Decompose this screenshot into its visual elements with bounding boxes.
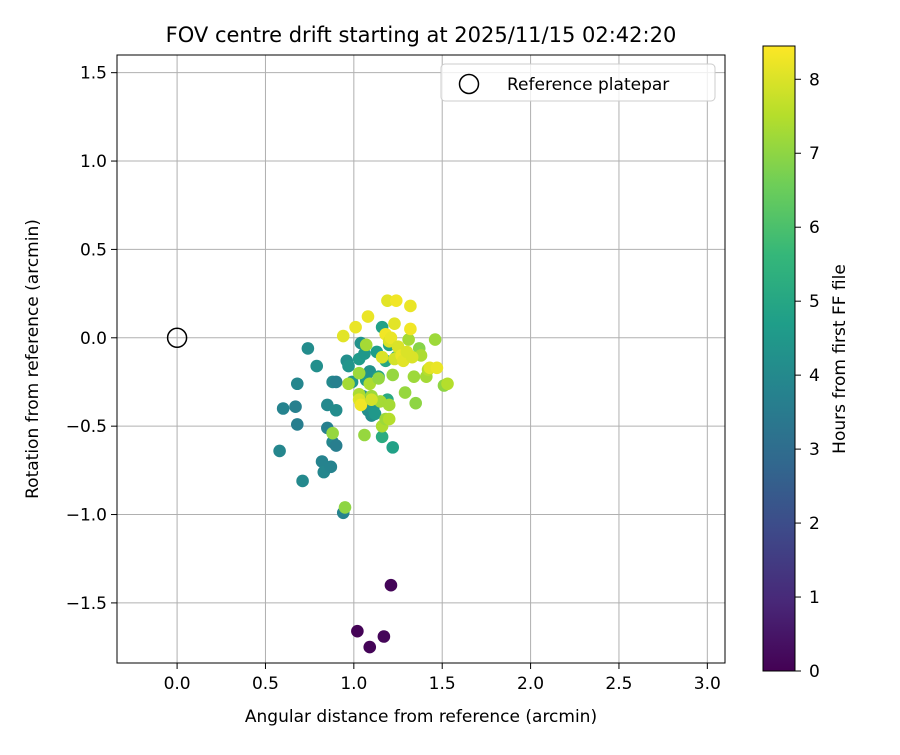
scatter-point	[358, 428, 371, 442]
scatter-point	[361, 310, 375, 323]
scatter-point	[276, 402, 290, 415]
plot-frame	[116, 54, 726, 664]
legend-label-reference-platepar: Reference platepar	[507, 75, 669, 95]
colorbar-label: Hours from first FF file	[830, 264, 850, 454]
y-axis-label: Rotation from reference (arcmin)	[23, 219, 43, 499]
colorbar-tick-label: 3	[809, 440, 820, 460]
x-tick-label: 1.0	[340, 674, 367, 694]
scatter-point	[351, 624, 364, 638]
colorbar-tick-label: 5	[809, 292, 820, 312]
legend: Reference platepar	[440, 63, 716, 102]
scatter-point	[324, 460, 338, 474]
scatter-point	[375, 350, 389, 364]
colorbar-gradient	[762, 45, 796, 672]
scatter-point	[409, 396, 422, 410]
scatter-point	[407, 370, 421, 383]
scatter-point	[389, 294, 403, 307]
scatter-point	[402, 333, 415, 346]
legend-open-circle-icon	[458, 73, 480, 95]
scatter-point	[296, 474, 309, 488]
scatter-point	[375, 430, 389, 444]
colorbar-tick-label: 0	[809, 662, 820, 682]
colorbar-tick-label: 8	[809, 70, 820, 90]
x-axis-label: Angular distance from reference (arcmin)	[245, 707, 597, 727]
scatter-point	[381, 294, 394, 307]
chart-title: FOV centre drift starting at 2025/11/15 …	[166, 23, 677, 47]
x-tick-label: 0.0	[164, 674, 191, 694]
scatter-point	[336, 329, 350, 343]
scatter-point	[377, 630, 391, 643]
y-tick-label: 1.0	[80, 152, 107, 172]
y-tick-label: −0.5	[66, 417, 107, 437]
colorbar: 0 1 2 3 4 5 6 7 8 Hours from first FF file	[762, 45, 850, 682]
x-tick-label: 1.5	[429, 674, 456, 694]
scatter-point	[430, 361, 444, 375]
colorbar-tick-label: 6	[809, 218, 820, 238]
scatter-point	[428, 333, 442, 346]
x-tick-label: 2.5	[605, 674, 632, 694]
scatter-point	[342, 377, 355, 391]
colorbar-tick-label: 1	[809, 588, 820, 608]
y-tick-label: −1.0	[66, 506, 107, 526]
scatter-point	[386, 441, 400, 454]
colorbar-tick-label: 4	[809, 366, 820, 386]
scatter-point	[384, 578, 398, 592]
scatter-point	[384, 331, 398, 345]
scatter-point	[290, 377, 304, 391]
scatter-point	[404, 299, 417, 313]
scatter-point	[365, 393, 378, 406]
y-tick-label: 1.5	[80, 64, 107, 84]
scatter-point	[368, 407, 382, 421]
data-points	[273, 294, 454, 654]
colorbar-tick-label: 2	[809, 514, 820, 534]
scatter-point	[349, 320, 362, 334]
scatter-point	[301, 342, 315, 355]
scatter-point	[405, 350, 419, 364]
x-tick-label: 2.0	[517, 674, 544, 694]
scatter-point	[310, 359, 324, 373]
scatter-point	[326, 426, 339, 440]
scatter-point	[404, 322, 417, 336]
scatter-point	[342, 359, 355, 373]
scatter-point	[329, 403, 343, 417]
scatter-point	[354, 398, 368, 412]
scatter-point	[382, 412, 396, 426]
x-tick-label: 0.5	[252, 674, 279, 694]
scatter-point	[329, 375, 343, 389]
grid	[117, 55, 725, 663]
legend-box	[440, 63, 716, 102]
scatter-point	[329, 439, 343, 452]
scatter-point	[372, 372, 385, 385]
y-tick-label: 0.0	[80, 329, 107, 349]
scatter-point	[359, 338, 373, 352]
colorbar-tick-label: 7	[809, 144, 820, 164]
scatter-point	[289, 400, 302, 414]
scatter-point	[386, 368, 400, 382]
x-tick-label: 3.0	[694, 674, 721, 694]
scatter-point	[398, 386, 412, 399]
reference-platepar-marker	[166, 327, 188, 349]
y-axis: 1.5 1.0 0.5 0.0 −0.5 −1.0 −1.5	[66, 64, 117, 614]
y-tick-label: −1.5	[66, 594, 107, 614]
scatter-point	[382, 398, 396, 412]
scatter-point	[441, 377, 454, 391]
y-tick-label: 0.5	[80, 240, 107, 260]
x-axis: 0.0 0.5 1.0 1.5 2.0 2.5 3.0	[164, 663, 721, 694]
colorbar-ticks: 0 1 2 3 4 5 6 7 8	[795, 70, 820, 682]
scatter-point	[363, 640, 377, 654]
scatter-point	[388, 317, 401, 330]
scatter-point	[352, 366, 366, 380]
scatter-point	[273, 444, 286, 458]
scatter-point	[338, 501, 352, 514]
scatter-point	[290, 418, 304, 431]
